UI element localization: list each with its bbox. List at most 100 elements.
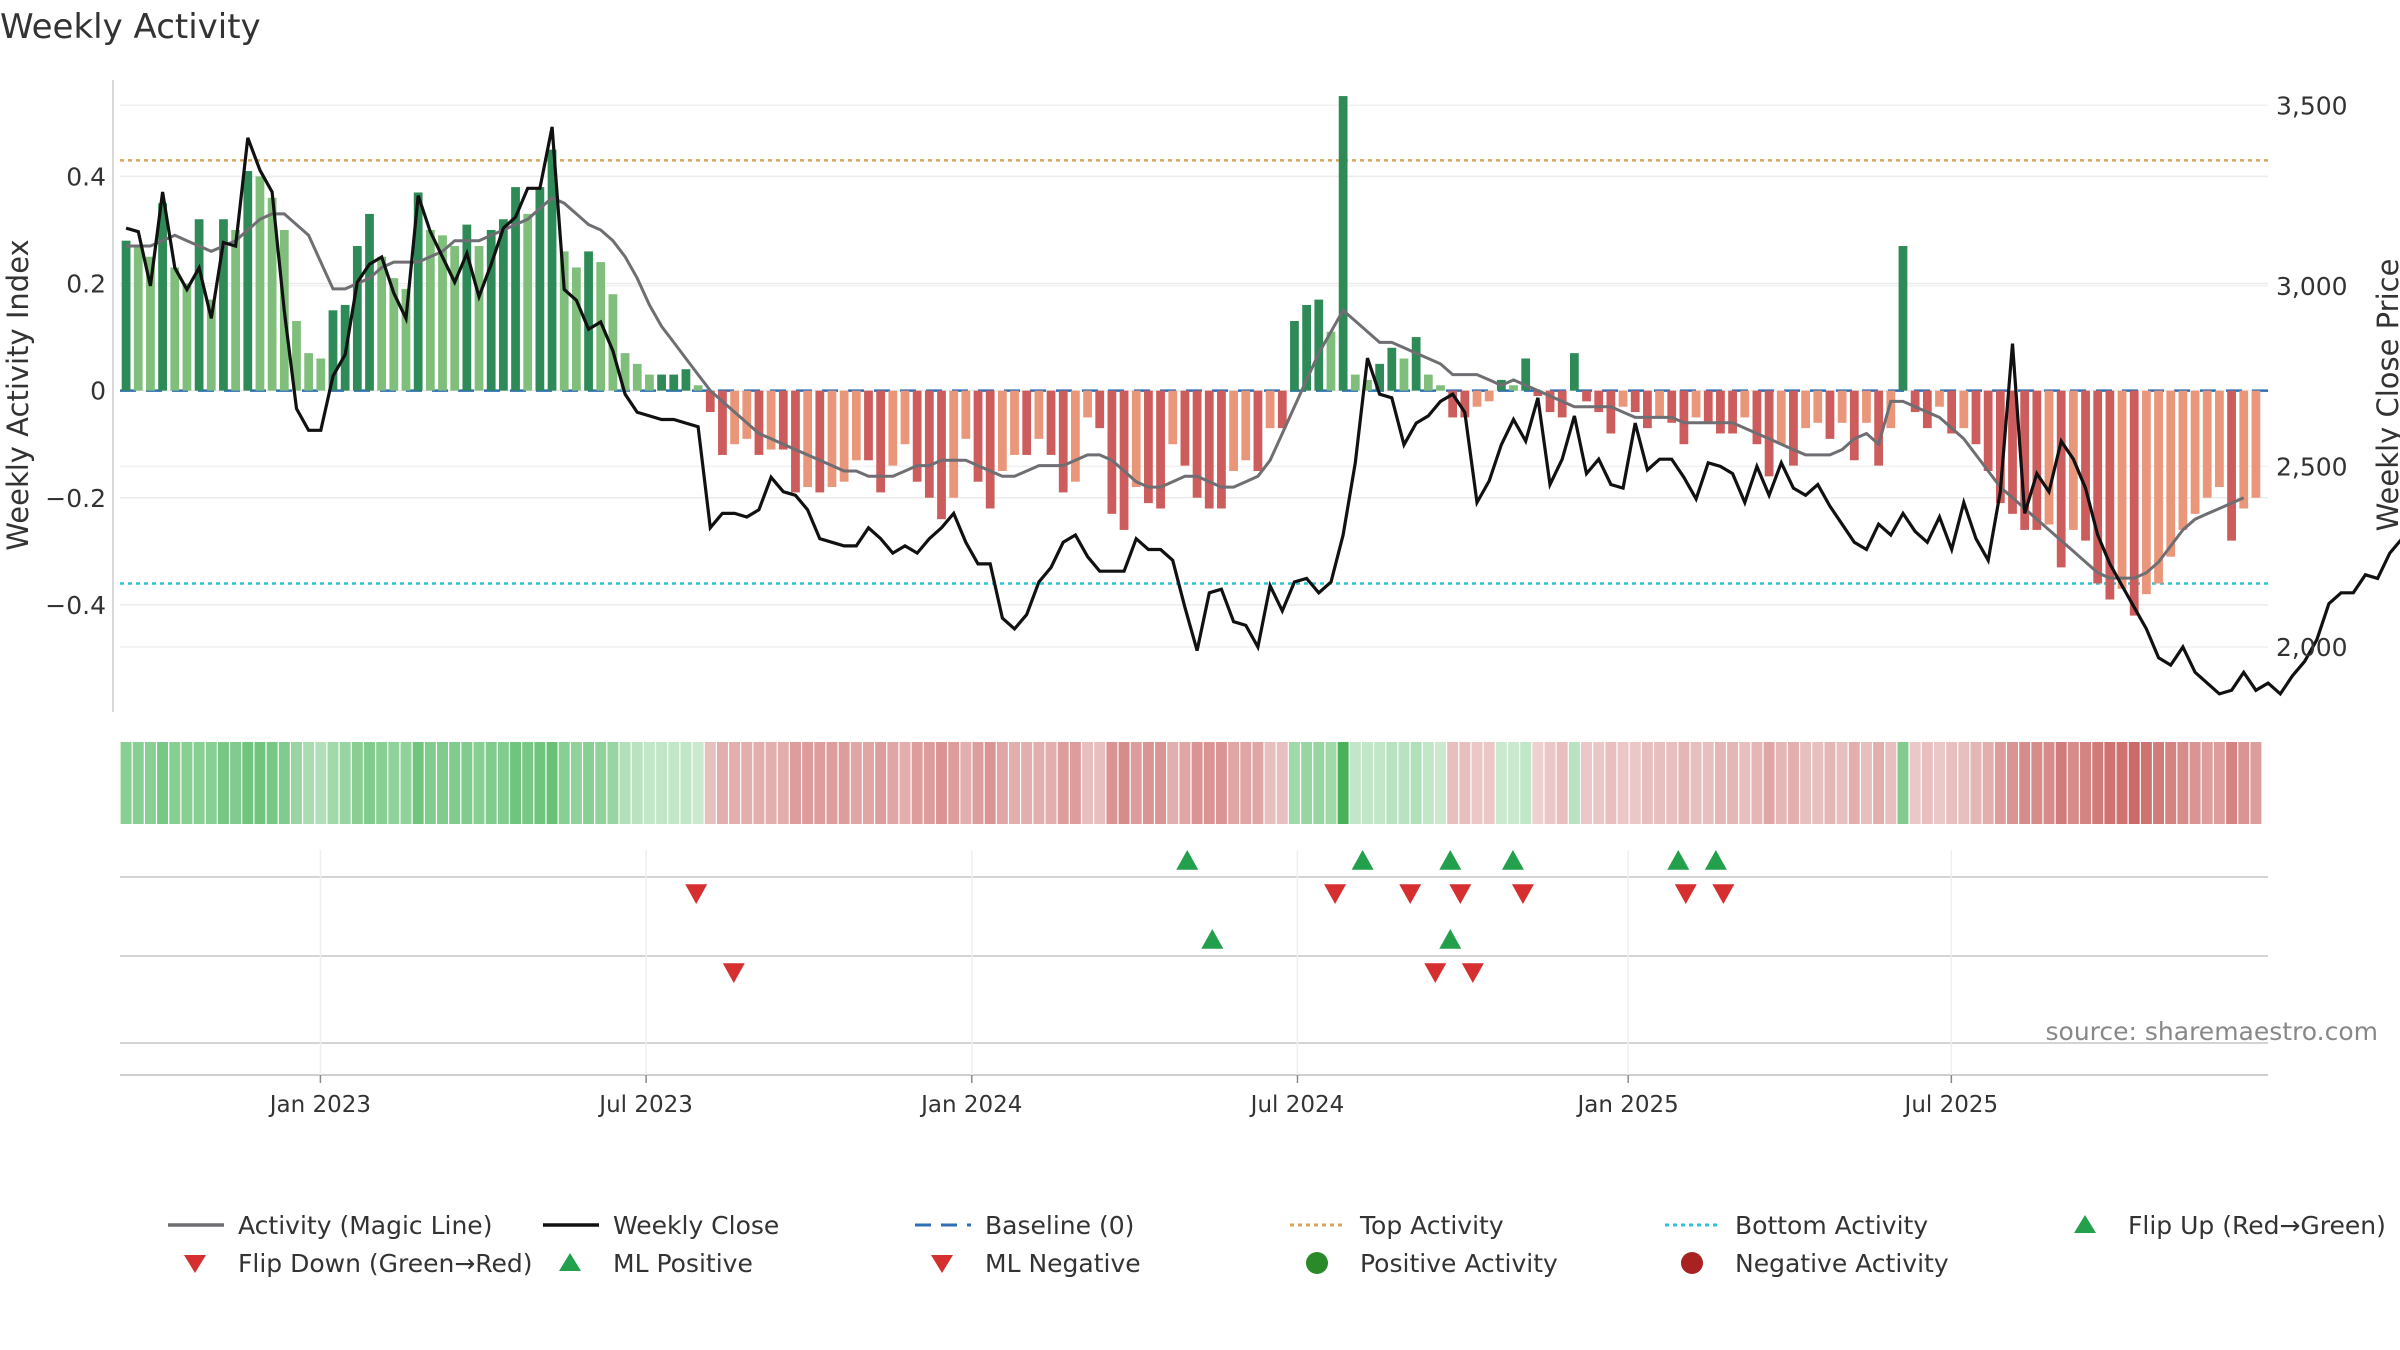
activity-bar <box>1253 390 1263 471</box>
heatstrip-cell <box>1994 742 2006 824</box>
heatstrip-cell <box>1958 742 1970 824</box>
left-tick-label: 0.4 <box>66 162 106 191</box>
heatstrip-cell <box>826 742 838 824</box>
heatstrip-cell <box>1934 742 1945 824</box>
heatstrip-cell <box>972 742 984 824</box>
heatstrip-cell <box>1702 742 1714 824</box>
activity-bar <box>292 321 301 391</box>
legend-item: Top Activity <box>1290 1211 1504 1240</box>
heatstrip-cell <box>1057 742 1069 824</box>
heatstrip-cell <box>1775 742 1787 824</box>
heatstrip-cell <box>1082 742 1094 824</box>
flip-up-marker <box>1351 850 1374 870</box>
heatstrip-cell <box>1909 742 1921 824</box>
legend-item: Negative Activity <box>1681 1249 1949 1278</box>
activity-bar <box>2020 390 2030 530</box>
legend-item: Baseline (0) <box>915 1211 1134 1240</box>
legend-swatch <box>1306 1252 1328 1274</box>
legend-item: Positive Activity <box>1306 1249 1558 1278</box>
heatstrip-cell <box>1240 742 1252 824</box>
heatstrip-cell <box>1021 742 1033 824</box>
legend-swatch <box>1681 1252 1703 1274</box>
heatstrip-cell <box>1337 742 1349 824</box>
activity-bar <box>1107 390 1117 514</box>
heatstrip-cell <box>1544 742 1556 824</box>
heatstrip-cell <box>1483 742 1495 824</box>
activity-bar <box>1131 390 1141 488</box>
activity-bar <box>1484 390 1494 402</box>
legend-item: Flip Up (Red→Green) <box>2074 1211 2386 1240</box>
activity-bar <box>1521 358 1531 391</box>
source-note: source: sharemaestro.com <box>2046 1017 2379 1046</box>
activity-bar <box>1643 390 1652 429</box>
activity-bar <box>2008 390 2017 514</box>
activity-bar <box>1691 390 1701 418</box>
heatstrip-cell <box>2213 742 2225 824</box>
activity-bar <box>194 219 204 391</box>
heatstrip-cell <box>1228 742 1240 824</box>
heatstrip-cell <box>217 742 229 824</box>
heatstrip-cell <box>741 742 753 824</box>
left-tick-label: 0 <box>90 377 106 406</box>
right-tick-label: 3,000 <box>2276 272 2348 301</box>
activity-bar <box>2117 390 2127 589</box>
heatstrip-cell <box>936 742 947 824</box>
activity-bar <box>2251 390 2261 498</box>
event-markers <box>685 850 1735 983</box>
heatstrip-cell <box>1009 742 1021 824</box>
activity-bar <box>413 192 423 391</box>
left-tick-label: −0.2 <box>45 484 106 513</box>
legend-label: Positive Activity <box>1360 1249 1558 1278</box>
activity-bar <box>2081 390 2090 541</box>
legend-item: ML Positive <box>559 1249 753 1278</box>
activity-bar <box>1874 390 1884 466</box>
activity-bar <box>425 229 435 391</box>
heatstrip-cell <box>1264 742 1276 824</box>
activity-bar <box>803 390 813 488</box>
activity-bar <box>1387 347 1397 391</box>
activity-bar <box>791 390 800 493</box>
activity-bar <box>1144 390 1153 504</box>
activity-bar <box>1168 390 1178 445</box>
flip-down-marker <box>1324 884 1347 904</box>
heatstrip-cell <box>863 742 874 824</box>
activity-bar <box>1776 390 1786 445</box>
activity-bar <box>815 390 825 493</box>
heatstrip-cell <box>193 742 205 824</box>
heatstrip-cell <box>2189 742 2201 824</box>
activity-bar <box>316 358 326 391</box>
heatstrip-cell <box>899 742 911 824</box>
activity-bar <box>121 240 131 391</box>
activity-bars <box>121 96 2261 616</box>
heatstrip-cell <box>485 742 497 824</box>
activity-bar <box>851 390 861 461</box>
activity-bar <box>1095 390 1105 429</box>
heatstrip-cell <box>643 742 655 824</box>
legend: Activity (Magic Line) Weekly Close Baselin… <box>168 1211 2386 1278</box>
heatstrip-cell <box>1921 742 1933 824</box>
heatstrip-cell <box>1508 742 1519 824</box>
heatstrip-cell <box>1641 742 1653 824</box>
heatstrip-cell <box>169 742 181 824</box>
heatstrip-cell <box>996 742 1008 824</box>
activity-bar <box>1399 358 1409 391</box>
activity-bar <box>1910 390 1920 413</box>
activity-bar <box>584 251 593 391</box>
flip-up-marker <box>1501 850 1524 870</box>
x-tick-label: Jan 2023 <box>268 1092 371 1118</box>
activity-bar <box>1789 390 1798 466</box>
heatstrip-cell <box>2177 742 2189 824</box>
activity-bar <box>1959 390 1969 429</box>
heatstrip-cell <box>668 742 680 824</box>
activity-bar <box>523 213 533 391</box>
flip-down-marker <box>1399 884 1422 904</box>
heatstrip-cell <box>2067 742 2079 824</box>
right-axis-label: Weekly Close Price <box>2371 259 2400 532</box>
heatstrip-cell <box>2153 742 2165 824</box>
activity-bar <box>2129 390 2139 616</box>
activity-bar <box>718 390 727 455</box>
x-tick-label: Jul 2025 <box>1903 1092 1999 1118</box>
heatstrip-cell <box>1361 742 1373 824</box>
heatstrip-cell <box>1568 742 1580 824</box>
x-tick-label: Jul 2023 <box>597 1092 693 1118</box>
